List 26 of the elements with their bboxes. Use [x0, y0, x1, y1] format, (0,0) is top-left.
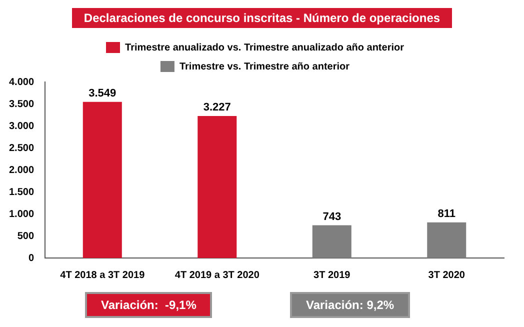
- legend-label: Trimestre anualizado vs. Trimestre anualizado año anterior: [125, 42, 404, 54]
- bar: [312, 225, 352, 258]
- y-tick-label: 0: [28, 252, 34, 264]
- data-label: 811: [438, 208, 456, 220]
- y-tick-label: 1.500: [8, 186, 34, 198]
- x-tick-label: 4T 2018 a 3T 2019: [60, 270, 146, 281]
- x-tick-label: 4T 2019 a 3T 2020: [174, 270, 260, 281]
- y-tick-label: 4.000: [8, 76, 34, 88]
- data-label: 3.549: [88, 87, 116, 100]
- y-tick-label: 2.000: [8, 164, 34, 176]
- y-tick-label: 500: [17, 230, 34, 242]
- data-label: 3.227: [203, 102, 231, 114]
- bar: [198, 116, 237, 258]
- y-tick-label: 2.500: [8, 142, 34, 154]
- text: Variación: 9,2%: [290, 292, 410, 318]
- bar: [82, 102, 122, 258]
- x-tick-label: 3T 2020: [428, 270, 466, 281]
- data-label: 743: [322, 210, 342, 223]
- y-tick-label: 1.000: [8, 208, 34, 220]
- chart-title: Declaraciones de concurso inscritas - Número de operaciones: [72, 8, 452, 28]
- bar: [427, 222, 466, 258]
- y-tick-label: 3.500: [8, 98, 34, 110]
- x-tick-label: 3T 2019: [314, 270, 351, 281]
- text: Variación: -9,1%: [85, 292, 212, 318]
- y-tick-label: 3.000: [8, 120, 34, 132]
- legend-label: Trimestre vs. Trimestre año anterior: [179, 61, 350, 72]
